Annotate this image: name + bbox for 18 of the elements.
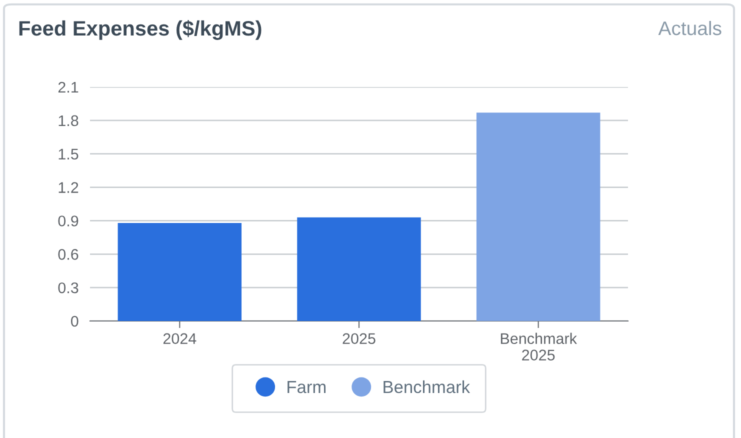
text: Actuals xyxy=(658,20,722,36)
bar xyxy=(118,222,242,321)
chart-title: Feed Expenses ($/kgMS) xyxy=(19,20,262,40)
y-tick-label: 0 xyxy=(70,316,78,327)
y-tick-label: 1.8 xyxy=(58,115,78,126)
legend-label: Farm xyxy=(288,381,326,394)
y-tick-label: 2.1 xyxy=(58,82,78,93)
legend-label: Benchmark xyxy=(384,380,470,394)
y-tick-label: 1.5 xyxy=(58,148,78,160)
x-tick-label: 2025 xyxy=(342,333,376,344)
y-tick-label: 0.6 xyxy=(58,249,78,260)
bar xyxy=(297,217,421,321)
y-tick-label: 0.9 xyxy=(58,216,78,226)
x-tick-label: Benchmark 2025 xyxy=(500,332,577,360)
y-tick-label: 1.2 xyxy=(58,182,78,193)
x-tick-label: 2024 xyxy=(163,333,196,344)
bar xyxy=(476,112,600,321)
y-tick-label: 0.3 xyxy=(58,282,78,294)
